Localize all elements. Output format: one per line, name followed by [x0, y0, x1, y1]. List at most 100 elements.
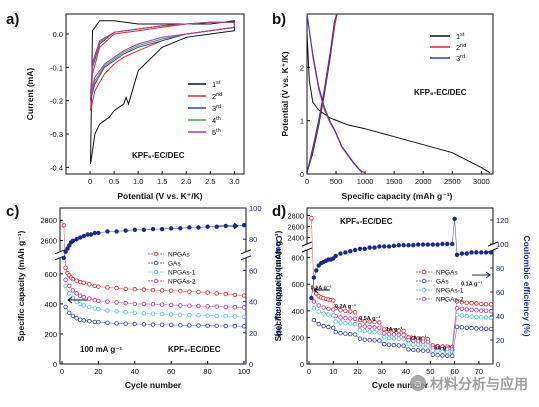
- panel-c-data-point-GAs: [187, 323, 192, 328]
- panel-a-curve-5th: [90, 21, 235, 95]
- panel-d-data-point-Coulombic efficiency: [338, 251, 343, 256]
- panel-c-data-point-NPGAs: [214, 291, 219, 296]
- panel-c-data-point-NPGAs-2: [141, 301, 147, 307]
- panel-d-data-point-Coulombic efficiency: [348, 248, 353, 254]
- panel-c-data-point-GAs: [123, 321, 128, 326]
- panel-d-data-point-GAs: [326, 324, 331, 330]
- panel-c-data-point-NPGAs-1: [187, 312, 192, 318]
- panel-d-data-point-NPGAs-2: [348, 316, 353, 321]
- panel-c-left-y-tick-label: 600: [44, 270, 57, 279]
- panel-c-data-point-Coulombic efficiency: [96, 230, 101, 236]
- panel-d-data-point-NPGAs-2: [425, 339, 431, 345]
- panel-c-plot-frame: [59, 207, 247, 365]
- panel-c-data-point-GAs: [114, 321, 119, 326]
- panel-c-data-point-NPGAs-2: [96, 298, 101, 304]
- panel-d-legend-label: NPGAs-2: [436, 297, 464, 304]
- panel-d-data-point-NPGAs-1: [362, 328, 367, 334]
- panel-c-data-point-GAs: [74, 316, 79, 321]
- panel-d-left-y-tick-label: 2600: [287, 223, 304, 232]
- watermark: ☺ 材料分析与应用: [410, 375, 528, 392]
- panel-c-data-point-NPGAs-1: [77, 301, 83, 307]
- panel-c-data-point-NPGAs: [114, 285, 119, 291]
- panel-a-x-tick-label: 0: [88, 177, 92, 186]
- panel-b-y-tick-label: 1: [300, 117, 304, 126]
- panel-d-data-point-NPGAs-2: [367, 324, 372, 330]
- panel-c-data-point-Coulombic efficiency: [150, 226, 156, 232]
- panel-c-x-axis-label: Cycle number: [125, 380, 182, 390]
- panel-d-data-point-NPGAs-1: [401, 336, 406, 342]
- panel-c-legend-marker: [153, 251, 159, 257]
- panel-a-y-tick-label: 0.0: [53, 30, 63, 39]
- panel-c-data-point-Coulombic efficiency: [132, 227, 137, 232]
- panel-d-data-point-NPGAs: [331, 298, 336, 303]
- panel-c-x-tick-label: 100: [238, 367, 251, 376]
- panel-d-data-point-NPGAs: [488, 302, 494, 307]
- panel-c-data-point-NPGAs-2: [74, 291, 79, 296]
- panel-d-data-point-GAs: [411, 347, 416, 353]
- panel-c-data-point-GAs: [87, 319, 92, 324]
- panel-d-data-points: [309, 216, 494, 359]
- panel-a-label: a): [6, 11, 19, 28]
- panel-d-data-point-NPGAs-1: [386, 335, 392, 341]
- panel-d-rate-label: 5A g⁻¹: [434, 344, 451, 351]
- panel-d-data-point-GAs: [450, 353, 455, 359]
- panel-c-cycling-performance: c) 0 20 40 60 80 100 0 200 400 600 2600 2800 0 20 40…: [6, 203, 284, 390]
- panel-d-data-point-GAs: [311, 317, 317, 323]
- panel-d-data-point-Coulombic efficiency: [396, 242, 401, 248]
- panel-c-data-point-Coulombic efficiency: [187, 225, 192, 230]
- panel-d-x-ticks: 0 10 20 30 40 50 60 70: [307, 361, 483, 376]
- watermark-icon: [410, 375, 426, 391]
- panel-d-data-point-NPGAs-1: [396, 336, 401, 341]
- panel-d-legend-label: NPGAs: [436, 270, 458, 277]
- panel-c-data-point-NPGAs-2: [223, 304, 228, 310]
- panel-b-x-tick-label: 2000: [415, 177, 432, 186]
- panel-c-data-point-NPGAs-2: [63, 277, 68, 282]
- panel-c-data-point-NPGAs-2: [150, 302, 156, 307]
- panel-b-legend-label: 2nd: [456, 43, 466, 52]
- panel-b-plot-frame: [306, 13, 494, 175]
- panel-c-data-point-NPGAs-2: [77, 293, 83, 298]
- panel-c-data-point-GAs: [77, 317, 83, 322]
- panel-d-data-point-GAs: [440, 353, 445, 358]
- panel-d-data-point-NPGAs-1: [321, 311, 326, 316]
- panel-c-data-point-NPGAs-1: [150, 311, 156, 316]
- panel-c-data-point-NPGAs-1: [178, 312, 183, 317]
- panel-d-data-point-NPGAs: [454, 299, 460, 304]
- panel-d-data-point-Coulombic efficiency: [401, 242, 406, 248]
- panel-d-data-point-NPGAs: [474, 301, 479, 306]
- panel-d-data-point-GAs: [483, 326, 489, 331]
- panel-c-data-point-NPGAs-2: [214, 304, 219, 309]
- panel-d-data-point-NPGAs-2: [454, 306, 460, 311]
- panel-c-right-y-tick-label: 40: [249, 298, 257, 307]
- panel-b-x-tick-label: 3000: [473, 177, 490, 186]
- panel-c-data-point-GAs: [96, 320, 101, 325]
- panel-d-rate-label: 2A g⁻¹: [410, 334, 427, 341]
- panel-c-legend-marker: [153, 278, 159, 284]
- panel-d-data-point-NPGAs-1: [382, 335, 387, 340]
- panel-c-data-point-GAs: [232, 323, 238, 329]
- panel-d-data-point-Coulombic efficiency: [343, 250, 348, 255]
- panel-c-data-point-NPGAs-1: [96, 306, 101, 312]
- panel-d-data-point-NPGAs-1: [316, 309, 321, 314]
- panel-d-data-point-NPGAs-2: [391, 332, 397, 337]
- panel-a-x-axis-label: Potential (V vs. K⁺/K): [117, 191, 202, 201]
- panel-c-data-point-NPGAs-1: [114, 309, 119, 314]
- panel-d-data-point-NPGAs-1: [331, 313, 336, 318]
- panel-d-data-point-NPGAs-2: [459, 306, 465, 311]
- panel-d-data-point-NPGAs-1: [406, 341, 411, 347]
- panel-c-data-point-NPGAs: [123, 286, 128, 292]
- panel-c-data-point-GAs: [205, 323, 210, 328]
- panel-d-data-point-NPGAs-1: [483, 315, 489, 320]
- panel-d-data-point-GAs: [391, 342, 397, 348]
- panel-d-data-point-NPGAs-1: [411, 342, 416, 347]
- panel-c-data-point-NPGAs: [96, 284, 101, 289]
- panel-c-data-point-Coulombic efficiency: [65, 246, 70, 251]
- panel-d-data-point-GAs: [445, 353, 450, 358]
- watermark-text: 材料分析与应用: [430, 376, 528, 392]
- panel-c-data-point-NPGAs-2: [67, 283, 72, 289]
- panel-c-data-point-Coulombic efficiency: [85, 232, 90, 237]
- panel-b-x-tick-label: 500: [330, 177, 343, 186]
- panel-d-legend-marker: [421, 287, 427, 293]
- panel-d-data-point-NPGAs: [357, 317, 363, 323]
- panel-d-data-point-NPGAs: [459, 300, 465, 305]
